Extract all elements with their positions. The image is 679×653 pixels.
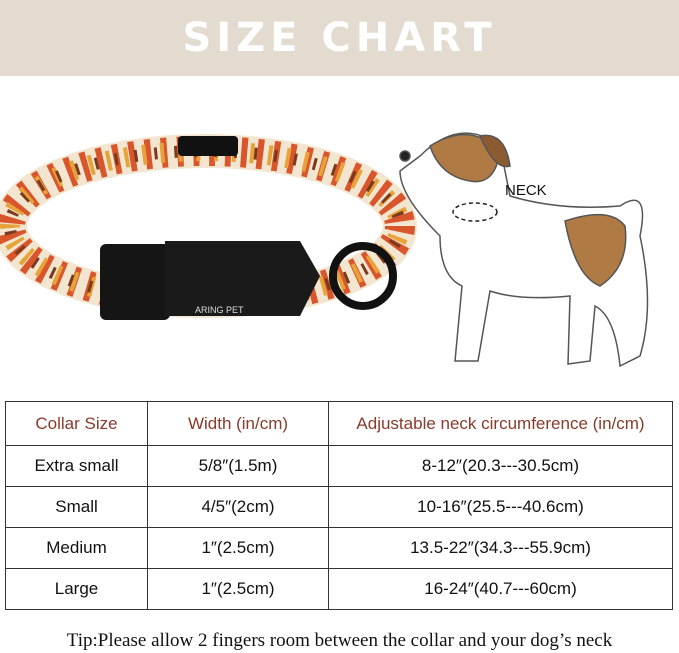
product-illustration: ARING PET <box>0 132 649 368</box>
table-row: Extra small 5/8″(1.5m) 8-12″(20.3---30.5cm… <box>5 445 673 487</box>
cell: 13.5-22″(34.3---55.9cm) <box>328 527 673 569</box>
title-banner: SIZE CHART <box>0 0 679 76</box>
cell: 16-24″(40.7---60cm) <box>328 568 673 610</box>
cell: 10-16″(25.5---40.6cm) <box>328 486 673 528</box>
cell: Large <box>5 568 148 610</box>
tip-text: Tip:Please allow 2 fingers room between … <box>66 630 613 651</box>
table-row: Small 4/5″(2cm) 10-16″(25.5---40.6cm) <box>5 486 673 528</box>
header-cell: Adjustable neck circumference (in/cm) <box>328 401 673 446</box>
cell: 1″(2.5cm) <box>147 527 329 569</box>
buckle <box>100 244 170 320</box>
cell: 4/5″(2cm) <box>147 486 329 528</box>
dog-illustration <box>399 132 649 368</box>
table-row: Medium 1″(2.5cm) 13.5-22″(34.3---55.9cm) <box>5 527 673 569</box>
cell: 8-12″(20.3---30.5cm) <box>328 445 673 487</box>
table-header-row: Collar Size Width (in/cm) Adjustable nec… <box>5 401 673 446</box>
collar-image: ARING PET <box>0 134 417 320</box>
cell: 1″(2.5cm) <box>147 568 329 610</box>
cell: Small <box>5 486 148 528</box>
table-row: Large 1″(2.5cm) 16-24″(40.7---60cm) <box>5 568 673 610</box>
size-chart-table: Collar Size Width (in/cm) Adjustable nec… <box>5 401 673 610</box>
cell: Extra small <box>5 445 148 487</box>
cell: Medium <box>5 527 148 569</box>
page-title: SIZE CHART <box>182 15 497 61</box>
neck-label: NECK <box>505 182 547 199</box>
header-cell: Collar Size <box>5 401 148 446</box>
brand-logo: ARING PET <box>195 305 244 315</box>
cell: 5/8″(1.5m) <box>147 445 329 487</box>
header-cell: Width (in/cm) <box>147 401 329 446</box>
d-ring <box>329 242 397 310</box>
